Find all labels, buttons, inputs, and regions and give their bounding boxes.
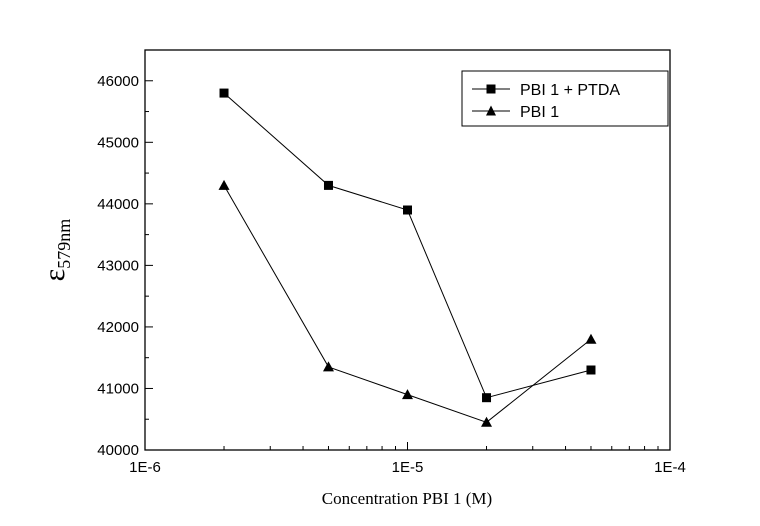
x-axis: 1E-6 1E-5 1E-4 xyxy=(129,442,686,476)
x-axis-title: Concentration PBI 1 (M) xyxy=(322,489,492,508)
data-point-square xyxy=(586,365,596,375)
x-tick-label: 1E-5 xyxy=(392,459,424,476)
y-axis-title-subscript: 579nm xyxy=(54,219,74,269)
y-tick-label: 42000 xyxy=(97,319,139,336)
data-point-square xyxy=(403,205,412,215)
y-tick-label: 40000 xyxy=(97,442,139,459)
y-axis-title: ε579nm xyxy=(38,219,74,282)
x-tick-label: 1E-6 xyxy=(129,459,161,476)
data-point-triangle xyxy=(322,361,334,372)
data-point-triangle xyxy=(481,416,493,427)
data-point-square xyxy=(482,393,492,403)
y-tick-label: 46000 xyxy=(97,73,139,90)
data-point-square xyxy=(323,180,333,190)
legend: PBI 1 + PTDA PBI 1 xyxy=(461,70,669,127)
data-point-square xyxy=(219,88,229,98)
y-axis-title-symbol: ε xyxy=(38,269,71,282)
svg-text:ε579nm: ε579nm xyxy=(38,219,74,282)
legend-label-1: PBI 1 + PTDA xyxy=(520,82,620,99)
series-line-2 xyxy=(223,185,592,423)
y-tick-label: 43000 xyxy=(97,257,139,274)
legend-marker-triangle xyxy=(486,105,496,116)
y-tick-label: 45000 xyxy=(97,134,139,151)
series-layer xyxy=(218,88,597,427)
data-point-triangle xyxy=(402,389,413,400)
legend-marker-square xyxy=(486,84,496,94)
x-tick-label: 1E-4 xyxy=(654,459,686,476)
y-tick-label: 41000 xyxy=(97,380,139,397)
y-axis: 40000 41000 42000 43000 44000 45000 46000 xyxy=(97,49,153,459)
series-line-1 xyxy=(223,92,592,399)
y-tick-label: 44000 xyxy=(97,196,139,213)
legend-box xyxy=(461,70,669,127)
legend-label-2: PBI 1 xyxy=(520,104,559,121)
data-point-triangle xyxy=(585,333,597,344)
data-point-triangle xyxy=(218,179,230,190)
